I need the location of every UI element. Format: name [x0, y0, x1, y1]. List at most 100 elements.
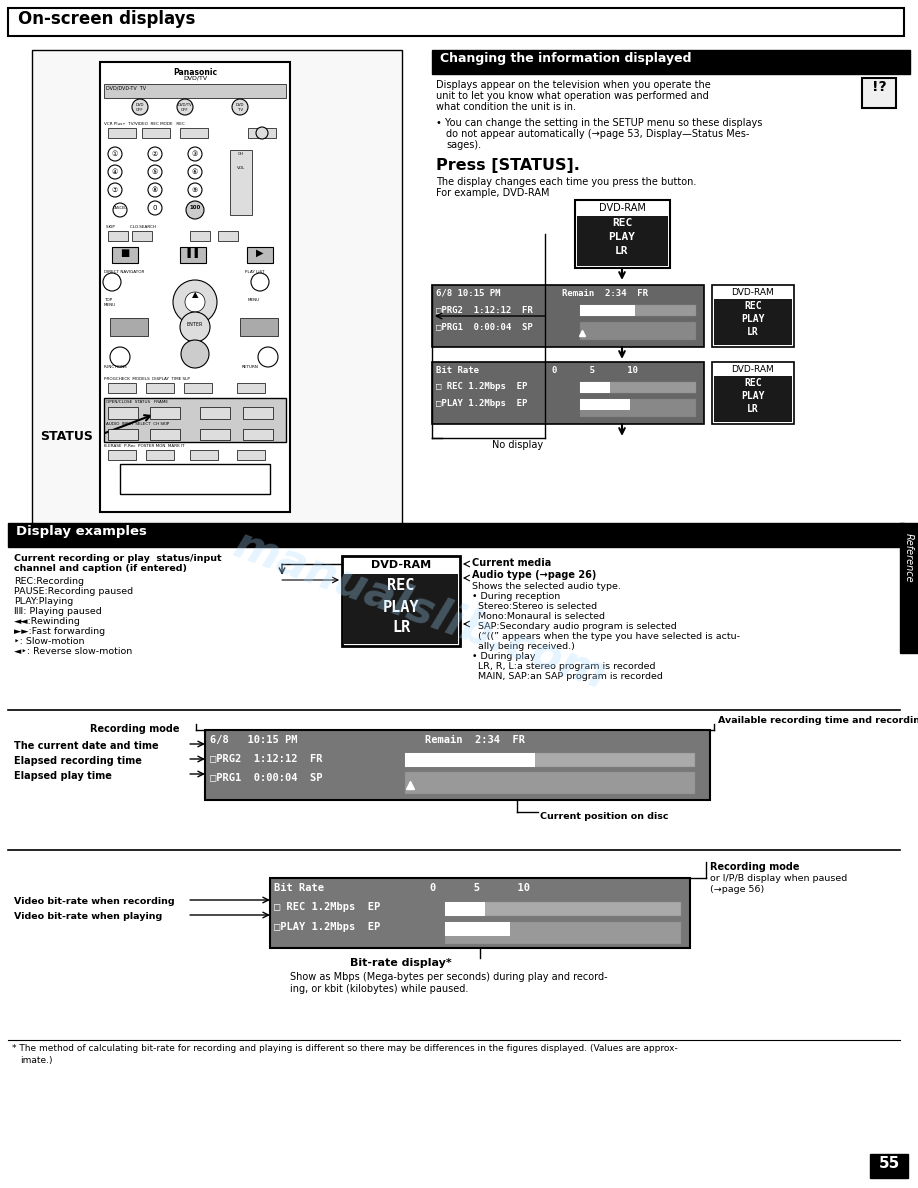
Text: ⅡⅡ: Playing paused: ⅡⅡ: Playing paused [14, 607, 102, 617]
Circle shape [188, 165, 202, 179]
Text: B.ERASE  P-Rec  POSTER MON  MARK IT: B.ERASE P-Rec POSTER MON MARK IT [104, 444, 185, 448]
Bar [146, 450, 174, 460]
Text: or I/P/B display when paused: or I/P/B display when paused [710, 874, 847, 883]
Circle shape [132, 99, 148, 115]
Text: channel and caption (if entered): channel and caption (if entered) [14, 564, 187, 573]
Circle shape [180, 312, 210, 342]
Text: Video bit-rate when recording: Video bit-rate when recording [14, 897, 174, 906]
Text: ENTER: ENTER [186, 322, 203, 327]
Bar [132, 230, 152, 241]
Text: unit to let you know what operation was performed and: unit to let you know what operation was … [436, 91, 709, 101]
Text: ⑥: ⑥ [192, 169, 198, 175]
Text: MENU: MENU [248, 298, 260, 302]
Text: DIRECT NAVIGATOR: DIRECT NAVIGATOR [104, 270, 144, 274]
Bar [580, 399, 696, 417]
Circle shape [113, 203, 127, 217]
Bar [243, 429, 273, 440]
Bar [900, 523, 918, 653]
Circle shape [110, 347, 130, 367]
Text: • You can change the setting in the SETUP menu so these displays: • You can change the setting in the SETU… [436, 118, 762, 128]
Text: REC: REC [744, 301, 762, 311]
Circle shape [256, 127, 268, 139]
Text: manualslib.com: manualslib.com [228, 523, 612, 697]
Text: LR: LR [615, 246, 629, 255]
Bar [100, 62, 290, 512]
Bar [104, 398, 286, 442]
Text: ⑦: ⑦ [112, 187, 118, 192]
Text: VCR Plus+  TV/VIDEO  REC MODE   REC: VCR Plus+ TV/VIDEO REC MODE REC [104, 122, 185, 126]
Text: SAP:Secondary audio program is selected: SAP:Secondary audio program is selected [478, 623, 677, 631]
Bar [344, 574, 458, 644]
Text: * The method of calculating bit-rate for recording and playing is different so t: * The method of calculating bit-rate for… [12, 1044, 677, 1053]
Circle shape [148, 165, 162, 179]
Text: SKIP            CLO.SEARCH: SKIP CLO.SEARCH [106, 225, 156, 229]
Text: Recording mode: Recording mode [90, 723, 180, 734]
Bar [205, 729, 710, 800]
Bar [237, 450, 265, 460]
Text: REC: REC [387, 579, 415, 593]
Bar [445, 902, 485, 916]
Circle shape [251, 273, 269, 291]
Bar [218, 230, 238, 241]
Text: Bit Rate: Bit Rate [274, 883, 324, 893]
Bar [342, 556, 460, 646]
Bar [405, 753, 535, 767]
Text: FUNCTIONS: FUNCTIONS [104, 365, 128, 369]
Text: Stereo:Stereo is selected: Stereo:Stereo is selected [478, 602, 597, 611]
Text: Available recording time and recording mode: Available recording time and recording m… [718, 716, 918, 725]
Bar [714, 375, 792, 422]
Bar [146, 383, 174, 393]
Text: Remain  2:34  FR: Remain 2:34 FR [562, 289, 648, 298]
Circle shape [103, 273, 121, 291]
Bar [180, 128, 208, 138]
Text: The display changes each time you press the button.: The display changes each time you press … [436, 177, 697, 187]
Bar [104, 84, 286, 97]
Bar [150, 407, 180, 419]
Circle shape [108, 183, 122, 197]
Text: REC:Recording: REC:Recording [14, 577, 84, 586]
Bar [714, 299, 792, 345]
Text: Reference: Reference [904, 533, 914, 582]
Bar [247, 247, 273, 263]
Bar [112, 247, 138, 263]
Text: ①: ① [112, 151, 118, 157]
Bar [240, 318, 278, 336]
Bar [237, 383, 265, 393]
Text: Current position on disc: Current position on disc [540, 813, 668, 821]
Bar [108, 450, 136, 460]
Text: ◄◄:Rewinding: ◄◄:Rewinding [14, 617, 81, 626]
Text: Show as Mbps (Mega-bytes per seconds) during play and record-: Show as Mbps (Mega-bytes per seconds) du… [290, 972, 608, 982]
Text: RETURN: RETURN [242, 365, 259, 369]
Text: □PRG2  1:12:12  FR: □PRG2 1:12:12 FR [210, 753, 322, 763]
Text: PAUSE:Recording paused: PAUSE:Recording paused [14, 587, 133, 596]
Text: □PLAY 1.2Mbps  EP: □PLAY 1.2Mbps EP [436, 399, 527, 407]
Bar [862, 78, 896, 108]
Text: DVD
TV: DVD TV [236, 103, 244, 112]
Bar [270, 878, 690, 948]
Bar [108, 230, 128, 241]
Text: PLAY: PLAY [609, 232, 635, 242]
Text: DVD/TV
OFF: DVD/TV OFF [177, 103, 193, 112]
Bar [243, 407, 273, 419]
Text: DVD-RAM: DVD-RAM [732, 365, 775, 374]
Bar [248, 128, 276, 138]
Bar [712, 362, 794, 424]
Text: CANCEL: CANCEL [113, 206, 127, 210]
Text: Remain  2:34  FR: Remain 2:34 FR [425, 735, 525, 745]
Circle shape [177, 99, 193, 115]
Text: Shows the selected audio type.: Shows the selected audio type. [472, 582, 621, 590]
Bar [432, 285, 704, 347]
Bar [8, 8, 904, 36]
Bar [580, 399, 630, 410]
Text: Current recording or play  status/input: Current recording or play status/input [14, 554, 221, 563]
Text: LR: LR [392, 620, 410, 636]
Text: ③: ③ [192, 151, 198, 157]
Text: ►►:Fast forwarding: ►►:Fast forwarding [14, 627, 106, 636]
Bar [870, 1154, 908, 1178]
Bar [200, 407, 230, 419]
Text: 6/8   10:15 PM: 6/8 10:15 PM [210, 735, 297, 745]
Bar [190, 230, 210, 241]
Text: LR: LR [747, 327, 759, 337]
Text: what condition the unit is in.: what condition the unit is in. [436, 102, 576, 112]
Text: 0      5      10: 0 5 10 [552, 366, 638, 375]
